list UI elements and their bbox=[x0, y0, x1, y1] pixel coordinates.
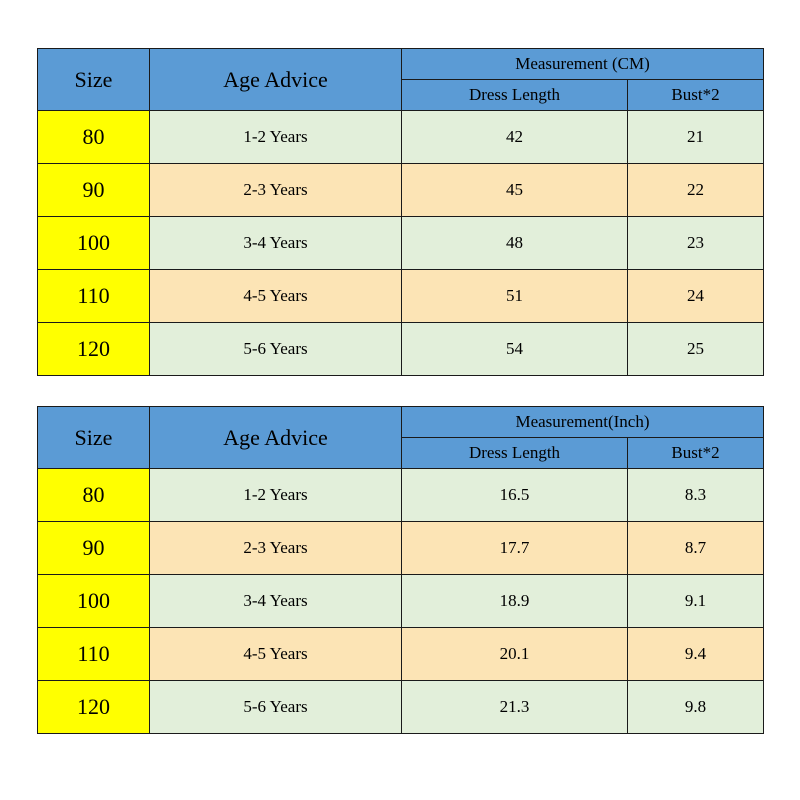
measurement-group-header: Measurement(Inch) bbox=[401, 406, 764, 438]
dress-length-cell: 18.9 bbox=[401, 574, 628, 628]
dress-length-header: Dress Length bbox=[401, 79, 628, 111]
size-header: Size bbox=[37, 406, 150, 469]
table-row: 100 3-4 Years 18.9 9.1 bbox=[37, 574, 764, 628]
size-cell: 80 bbox=[37, 110, 150, 164]
dress-length-cell: 45 bbox=[401, 163, 628, 217]
dress-length-cell: 16.5 bbox=[401, 468, 628, 522]
age-cell: 3-4 Years bbox=[149, 574, 402, 628]
table-row: 120 5-6 Years 21.3 9.8 bbox=[37, 680, 764, 734]
bust-header: Bust*2 bbox=[627, 79, 764, 111]
bust-cell: 24 bbox=[627, 269, 764, 323]
bust-cell: 21 bbox=[627, 110, 764, 164]
table-row: 80 1-2 Years 42 21 bbox=[37, 110, 764, 164]
bust-cell: 9.8 bbox=[627, 680, 764, 734]
bust-cell: 8.3 bbox=[627, 468, 764, 522]
size-cell: 110 bbox=[37, 627, 150, 681]
bust-cell: 9.4 bbox=[627, 627, 764, 681]
age-cell: 2-3 Years bbox=[149, 521, 402, 575]
age-cell: 4-5 Years bbox=[149, 627, 402, 681]
bust-cell: 9.1 bbox=[627, 574, 764, 628]
age-cell: 1-2 Years bbox=[149, 468, 402, 522]
size-cell: 120 bbox=[37, 322, 150, 376]
size-cell: 80 bbox=[37, 468, 150, 522]
table-row: 110 4-5 Years 20.1 9.4 bbox=[37, 627, 764, 681]
table-row: 80 1-2 Years 16.5 8.3 bbox=[37, 468, 764, 522]
dress-length-cell: 51 bbox=[401, 269, 628, 323]
table-row: 90 2-3 Years 45 22 bbox=[37, 163, 764, 217]
dress-length-cell: 20.1 bbox=[401, 627, 628, 681]
dress-length-header: Dress Length bbox=[401, 437, 628, 469]
bust-cell: 8.7 bbox=[627, 521, 764, 575]
size-cell: 100 bbox=[37, 574, 150, 628]
table-row: 110 4-5 Years 51 24 bbox=[37, 269, 764, 323]
age-advice-header: Age Advice bbox=[149, 406, 402, 469]
size-cell: 90 bbox=[37, 163, 150, 217]
table-row: 90 2-3 Years 17.7 8.7 bbox=[37, 521, 764, 575]
size-cell: 100 bbox=[37, 216, 150, 270]
dress-length-cell: 48 bbox=[401, 216, 628, 270]
dress-length-cell: 21.3 bbox=[401, 680, 628, 734]
age-cell: 5-6 Years bbox=[149, 680, 402, 734]
bust-header: Bust*2 bbox=[627, 437, 764, 469]
size-cell: 110 bbox=[37, 269, 150, 323]
table-row: 100 3-4 Years 48 23 bbox=[37, 216, 764, 270]
bust-cell: 25 bbox=[627, 322, 764, 376]
age-cell: 2-3 Years bbox=[149, 163, 402, 217]
dress-length-cell: 17.7 bbox=[401, 521, 628, 575]
age-cell: 1-2 Years bbox=[149, 110, 402, 164]
dress-length-cell: 42 bbox=[401, 110, 628, 164]
size-cell: 90 bbox=[37, 521, 150, 575]
dress-length-cell: 54 bbox=[401, 322, 628, 376]
size-cell: 120 bbox=[37, 680, 150, 734]
age-advice-header: Age Advice bbox=[149, 48, 402, 111]
age-cell: 3-4 Years bbox=[149, 216, 402, 270]
age-cell: 5-6 Years bbox=[149, 322, 402, 376]
size-chart-cm-table: Size Age Advice Measurement (CM) Dress L… bbox=[37, 48, 764, 376]
bust-cell: 22 bbox=[627, 163, 764, 217]
size-chart-inch-table: Size Age Advice Measurement(Inch) Dress … bbox=[37, 406, 764, 734]
size-header: Size bbox=[37, 48, 150, 111]
table-row: 120 5-6 Years 54 25 bbox=[37, 322, 764, 376]
bust-cell: 23 bbox=[627, 216, 764, 270]
age-cell: 4-5 Years bbox=[149, 269, 402, 323]
measurement-group-header: Measurement (CM) bbox=[401, 48, 764, 80]
